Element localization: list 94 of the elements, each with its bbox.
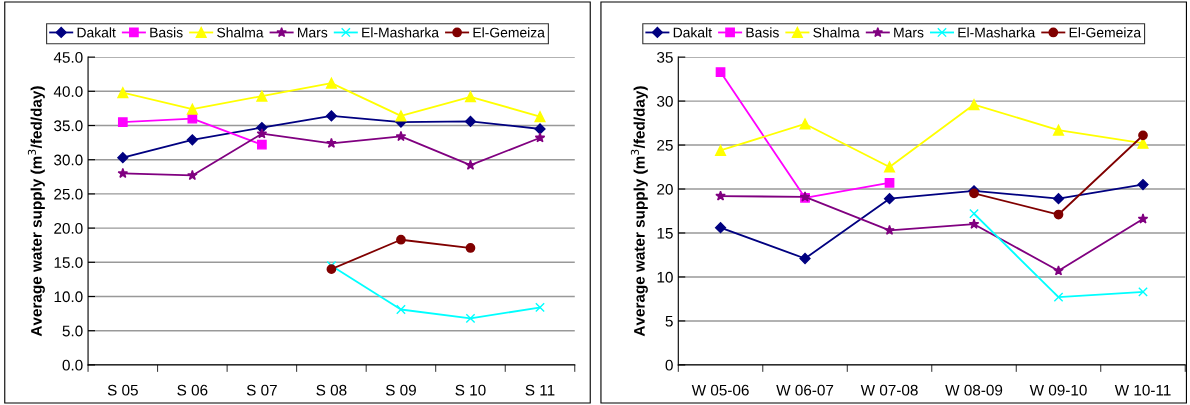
point (883, 161, 896, 173)
point (1138, 130, 1148, 141)
point (325, 77, 337, 89)
legend-label: Shalma (217, 27, 264, 38)
legend-label: Basis (746, 27, 779, 38)
y-tick-label: 0.0 (62, 359, 83, 371)
point (534, 111, 546, 123)
x-tick-label: S 08 (316, 384, 347, 396)
x-tick-label: S 10 (455, 384, 486, 396)
point (396, 304, 406, 315)
point (117, 87, 129, 99)
x-tick-label: W 06-07 (776, 384, 834, 396)
point (326, 264, 337, 275)
point (395, 130, 407, 142)
point (799, 252, 811, 265)
y-axis-title: Average water supply (m$^{3}$/fed/day) (630, 86, 648, 337)
point (257, 139, 267, 150)
point (535, 302, 545, 313)
y-tick-label: 40.0 (53, 86, 83, 97)
y-tick-label: 30.0 (54, 154, 83, 166)
point (883, 193, 896, 205)
point (117, 167, 129, 179)
legend-label: Shalma (813, 27, 860, 38)
y-tick-label: 20 (657, 183, 673, 195)
x-tick-label: W 10-11 (1114, 384, 1171, 396)
point (256, 128, 268, 139)
y-tick-label: 0 (665, 359, 673, 371)
y-tick-label: 25.0 (54, 188, 83, 200)
point (884, 178, 895, 188)
point (465, 313, 476, 324)
point (715, 67, 726, 77)
point (1053, 209, 1064, 220)
point (256, 90, 268, 102)
point (464, 91, 477, 103)
y-tick-label: 35.0 (54, 120, 83, 132)
legend-label: Mars (298, 27, 328, 38)
point (884, 224, 895, 235)
point (465, 243, 476, 253)
y-tick-label: 15 (657, 228, 673, 239)
legend-label: El-Gemeiza (473, 27, 545, 38)
point (534, 132, 546, 143)
y-tick-label: 10 (657, 271, 673, 283)
point (968, 218, 980, 229)
point (714, 144, 727, 156)
point (715, 190, 726, 201)
point (464, 115, 477, 128)
y-tick-label: 5.0 (62, 325, 83, 337)
point (117, 117, 128, 127)
point (1137, 179, 1149, 191)
point (325, 110, 338, 122)
legend-label: El-Masharka (362, 27, 440, 38)
legend-label: Dakalt (673, 27, 712, 38)
y-tick-label: 45.0 (53, 51, 83, 63)
y-tick-label: 35 (657, 51, 673, 63)
point (396, 234, 406, 245)
point (187, 169, 198, 181)
point (1137, 213, 1149, 224)
x-tick-label: W 05-06 (691, 384, 749, 396)
point (186, 103, 198, 115)
point (714, 222, 727, 234)
x-tick-label: S 11 (525, 384, 555, 396)
x-tick-label: W 09-10 (1029, 384, 1087, 396)
point (968, 99, 980, 111)
point (186, 134, 198, 146)
point (1053, 265, 1064, 276)
point (799, 118, 811, 130)
x-tick-label: S 09 (385, 384, 416, 396)
y-axis-title: Average water supply (m$^{3}$/fed/day) (27, 86, 45, 337)
point (117, 152, 129, 164)
point (395, 110, 407, 122)
legend-label: Dakalt (77, 27, 116, 38)
point (187, 113, 198, 124)
point (1052, 193, 1065, 205)
y-tick-label: 5 (665, 315, 673, 327)
x-tick-label: S 07 (246, 384, 277, 396)
x-tick-label: W 07-08 (860, 384, 918, 396)
x-tick-label: S 06 (177, 384, 208, 396)
y-tick-label: 30 (657, 95, 673, 107)
point (465, 159, 476, 170)
legend-label: Mars (894, 27, 924, 38)
point (1052, 124, 1065, 136)
point (969, 208, 979, 219)
y-tick-label: 20.0 (54, 222, 83, 234)
y-tick-label: 15.0 (54, 257, 83, 268)
point (1053, 292, 1064, 303)
point (1138, 287, 1148, 297)
x-tick-label: S 05 (107, 384, 138, 396)
legend-label: El-Gemeiza (1069, 27, 1142, 38)
x-tick-label: W 08-09 (945, 384, 1003, 396)
legend-label: Basis (150, 27, 183, 38)
y-tick-label: 10.0 (54, 291, 83, 303)
y-tick-label: 25 (657, 139, 673, 151)
legend-label: El-Masharka (958, 27, 1036, 38)
point (326, 137, 337, 148)
